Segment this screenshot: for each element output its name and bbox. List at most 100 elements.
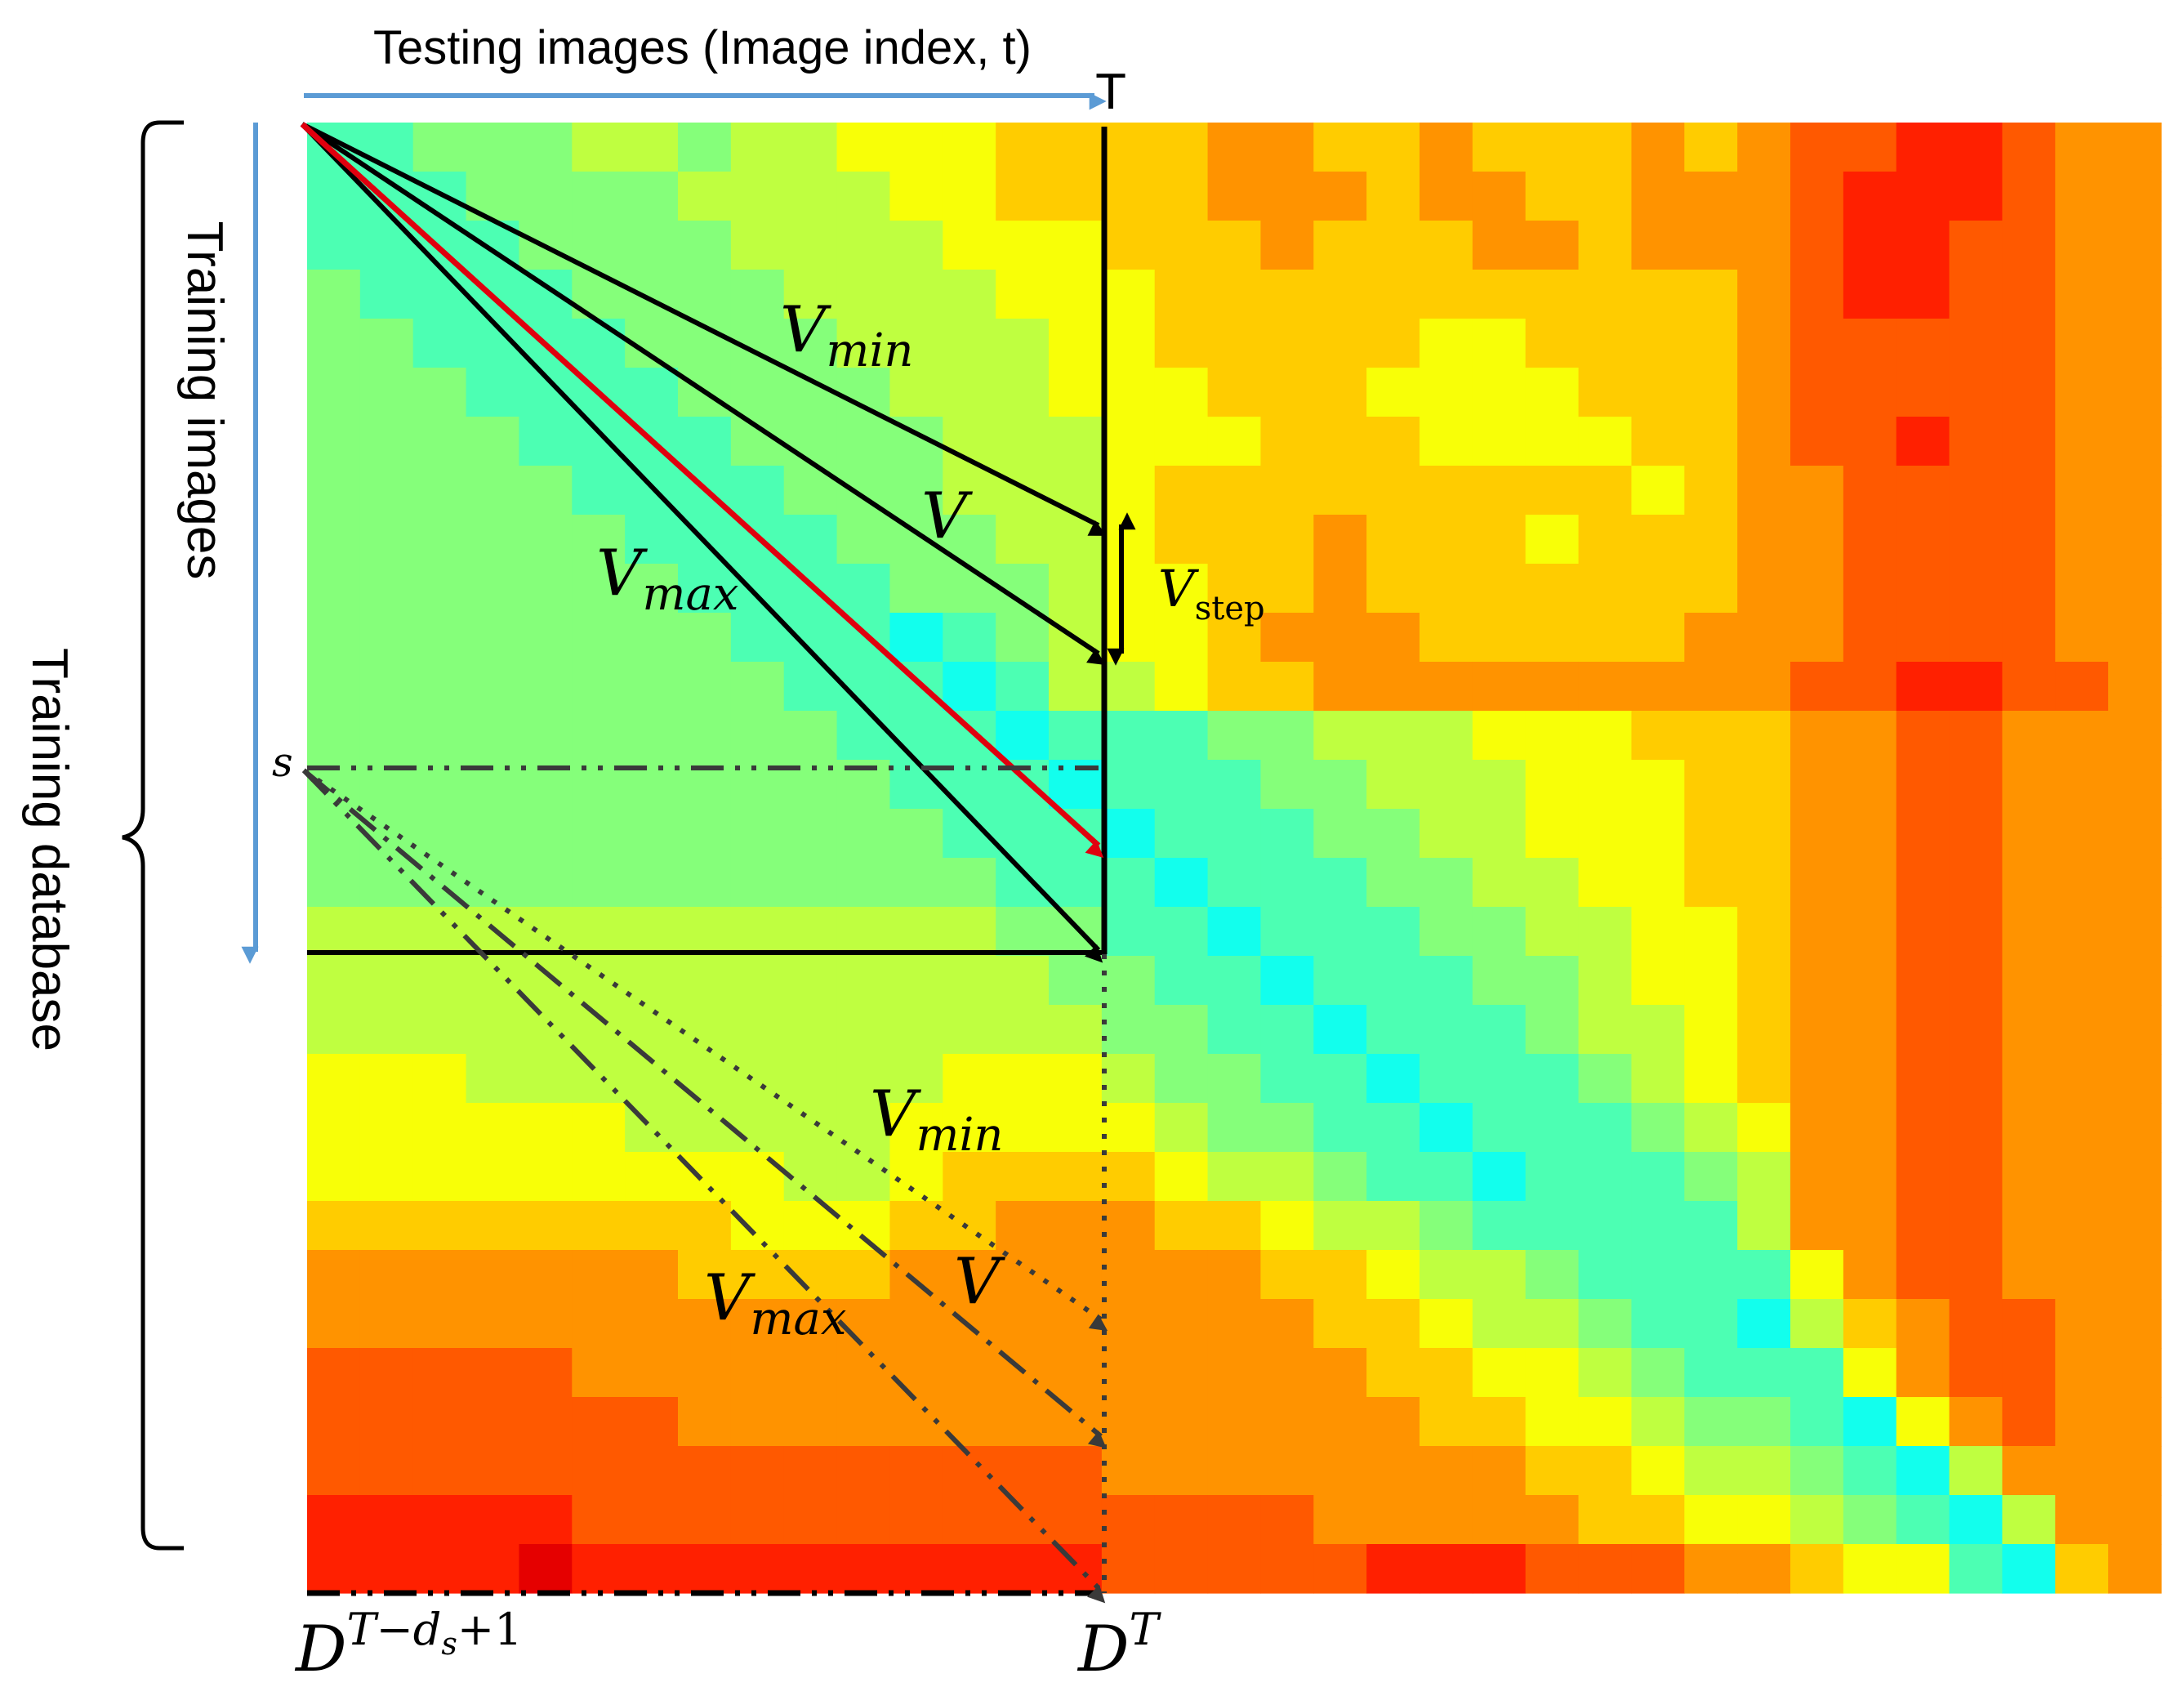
heatmap-cell bbox=[359, 515, 414, 565]
heatmap-cell bbox=[1843, 760, 1897, 810]
heatmap-cell bbox=[2055, 662, 2109, 712]
heatmap-cell bbox=[1578, 417, 1633, 466]
heatmap-cell bbox=[1154, 760, 1209, 810]
heatmap-cell bbox=[1420, 319, 1473, 368]
heatmap-cell bbox=[889, 466, 943, 515]
heatmap-cell bbox=[1420, 368, 1473, 417]
heatmap-cell bbox=[466, 123, 520, 172]
heatmap-cell bbox=[1737, 1348, 1791, 1398]
heatmap-cell bbox=[1207, 711, 1262, 761]
heatmap-cell bbox=[889, 956, 943, 1006]
heatmap-cell bbox=[1896, 417, 1950, 466]
heatmap-cell bbox=[889, 1544, 943, 1594]
heatmap-cell bbox=[1101, 417, 1156, 466]
heatmap-cell bbox=[1631, 368, 1685, 417]
heatmap-cell bbox=[836, 711, 891, 761]
heatmap-cell bbox=[1631, 907, 1685, 957]
heatmap-cell bbox=[1313, 711, 1367, 761]
heatmap-cell bbox=[1366, 1201, 1420, 1251]
heatmap-cell bbox=[1684, 172, 1738, 221]
v-min-label-lower: Vmin bbox=[870, 1078, 1003, 1162]
heatmap-cell bbox=[412, 760, 467, 810]
heatmap-cell bbox=[1578, 956, 1633, 1006]
heatmap-cell bbox=[1420, 956, 1473, 1006]
heatmap-cell bbox=[1154, 1250, 1209, 1300]
heatmap-cell bbox=[1631, 1054, 1685, 1104]
heatmap-cell bbox=[783, 809, 838, 859]
heatmap-cell bbox=[1207, 1397, 1262, 1447]
heatmap-cell bbox=[1737, 515, 1791, 565]
heatmap-cell bbox=[359, 270, 414, 319]
heatmap-cell bbox=[836, 956, 891, 1006]
heatmap-cell bbox=[678, 172, 732, 221]
heatmap-cell bbox=[996, 270, 1050, 319]
heatmap-cell bbox=[1049, 1103, 1103, 1153]
heatmap-cell bbox=[2002, 221, 2056, 270]
heatmap-cell bbox=[1420, 172, 1473, 221]
heatmap-cell bbox=[1207, 221, 1262, 270]
heatmap-cell bbox=[1472, 858, 1527, 908]
heatmap-cell bbox=[1366, 711, 1420, 761]
heatmap-cell bbox=[730, 1103, 785, 1153]
heatmap-cell bbox=[1578, 1103, 1633, 1153]
heatmap-cell bbox=[1154, 417, 1209, 466]
heatmap-cell bbox=[1260, 319, 1314, 368]
heatmap-cell bbox=[1260, 1201, 1314, 1251]
heatmap-cell bbox=[1154, 123, 1209, 172]
heatmap-cell bbox=[1049, 1005, 1103, 1055]
heatmap-cell bbox=[1737, 270, 1791, 319]
heatmap-cell bbox=[2055, 809, 2109, 859]
heatmap-cell bbox=[412, 1299, 467, 1349]
heatmap-cell bbox=[1472, 711, 1527, 761]
heatmap-cell bbox=[572, 956, 626, 1006]
heatmap-cell bbox=[1896, 270, 1950, 319]
heatmap-cell bbox=[1631, 1201, 1685, 1251]
heatmap-cell bbox=[2055, 515, 2109, 565]
heatmap-cell bbox=[1790, 613, 1844, 663]
heatmap-cell bbox=[519, 1054, 573, 1104]
heatmap-cell bbox=[307, 319, 361, 368]
heatmap-cell bbox=[1578, 270, 1633, 319]
heatmap-cell bbox=[2002, 711, 2056, 761]
heatmap-cell bbox=[1313, 662, 1367, 712]
heatmap-cell bbox=[678, 1348, 732, 1398]
heatmap-cell bbox=[1578, 1054, 1633, 1104]
heatmap-cell bbox=[1578, 662, 1633, 712]
heatmap-cell bbox=[359, 1299, 414, 1349]
heatmap-cell bbox=[1949, 1103, 2003, 1153]
heatmap-cell bbox=[412, 1495, 467, 1545]
heatmap-cell bbox=[1366, 1397, 1420, 1447]
heatmap-cell bbox=[359, 1054, 414, 1104]
heatmap-cell bbox=[2108, 515, 2162, 565]
heatmap-cell bbox=[2055, 417, 2109, 466]
heatmap-cell bbox=[307, 1005, 361, 1055]
heatmap-cell bbox=[1420, 907, 1473, 957]
heatmap-cell bbox=[1843, 319, 1897, 368]
heatmap-cell bbox=[1790, 956, 1844, 1006]
heatmap-cell bbox=[1313, 1544, 1367, 1594]
heatmap-cell bbox=[572, 858, 626, 908]
heatmap-cell bbox=[1896, 956, 1950, 1006]
heatmap-cell bbox=[1949, 858, 2003, 908]
heatmap-cell bbox=[1313, 760, 1367, 810]
heatmap-cell bbox=[1260, 907, 1314, 957]
heatmap-cell bbox=[1154, 564, 1209, 614]
heatmap-cell bbox=[1737, 1005, 1791, 1055]
heatmap-cell bbox=[1684, 662, 1738, 712]
heatmap-cell bbox=[1154, 515, 1209, 565]
heatmap-cell bbox=[943, 319, 996, 368]
heatmap-cell bbox=[1154, 1005, 1209, 1055]
heatmap-cell bbox=[1790, 270, 1844, 319]
heatmap-cell bbox=[678, 1152, 732, 1202]
heatmap-cell bbox=[1101, 319, 1156, 368]
heatmap-cell bbox=[307, 1348, 361, 1398]
heatmap-cell bbox=[2108, 1299, 2162, 1349]
heatmap-cell bbox=[1366, 123, 1420, 172]
heatmap-cell bbox=[412, 1201, 467, 1251]
heatmap-cell bbox=[1684, 613, 1738, 663]
heatmap-cell bbox=[307, 368, 361, 417]
heatmap-cell bbox=[1154, 466, 1209, 515]
heatmap-cell bbox=[1843, 123, 1897, 172]
heatmap-cell bbox=[996, 613, 1050, 663]
heatmap-cell bbox=[1101, 1005, 1156, 1055]
